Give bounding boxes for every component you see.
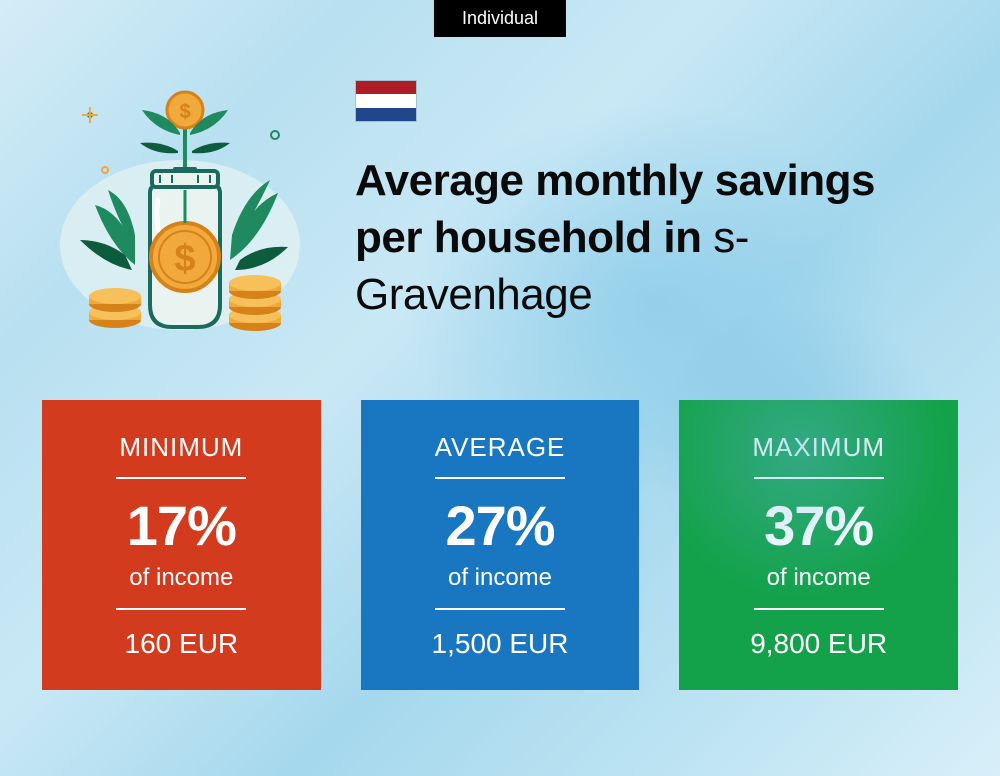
card-maximum: MAXIMUM 37% of income 9,800 EUR bbox=[679, 400, 958, 690]
card-label: AVERAGE bbox=[381, 432, 620, 477]
savings-jar-illustration: $ $ bbox=[60, 75, 310, 335]
card-amount: 160 EUR bbox=[62, 610, 301, 660]
card-label: MINIMUM bbox=[62, 432, 301, 477]
page-title: Average monthly savings per household in… bbox=[355, 152, 940, 324]
card-label: MAXIMUM bbox=[699, 432, 938, 477]
title-block: Average monthly savings per household in… bbox=[355, 75, 940, 324]
svg-text:$: $ bbox=[179, 101, 190, 123]
card-average: AVERAGE 27% of income 1,500 EUR bbox=[361, 400, 640, 690]
card-minimum: MINIMUM 17% of income 160 EUR bbox=[42, 400, 321, 690]
netherlands-flag-icon bbox=[355, 80, 417, 122]
category-badge: Individual bbox=[434, 0, 566, 37]
card-percent: 17% bbox=[62, 479, 301, 564]
header: $ $ Average monthly savings per househol… bbox=[60, 75, 940, 335]
flag-stripe bbox=[356, 81, 416, 94]
card-amount: 9,800 EUR bbox=[699, 610, 938, 660]
title-main: Average monthly savings per household in bbox=[355, 156, 875, 262]
svg-text:$: $ bbox=[174, 238, 195, 280]
flag-stripe bbox=[356, 108, 416, 121]
card-sub: of income bbox=[381, 564, 620, 608]
flag-stripe bbox=[356, 94, 416, 107]
card-sub: of income bbox=[699, 564, 938, 608]
coin-stack-icon bbox=[89, 288, 141, 328]
stats-cards: MINIMUM 17% of income 160 EUR AVERAGE 27… bbox=[42, 400, 958, 690]
card-percent: 37% bbox=[699, 479, 938, 564]
card-amount: 1,500 EUR bbox=[381, 610, 620, 660]
card-percent: 27% bbox=[381, 479, 620, 564]
card-sub: of income bbox=[62, 564, 301, 608]
